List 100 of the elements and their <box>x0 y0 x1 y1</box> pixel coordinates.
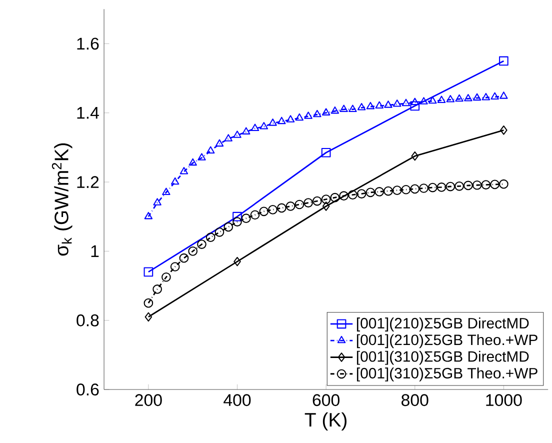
point <box>162 188 170 195</box>
legend-label: [001](310)Σ5GB DirectMD <box>356 350 529 365</box>
point <box>322 202 330 211</box>
point <box>268 118 277 126</box>
point <box>428 182 438 192</box>
point <box>446 182 456 192</box>
point <box>490 92 499 100</box>
point <box>410 101 420 111</box>
point <box>144 312 152 322</box>
point <box>436 182 446 192</box>
point <box>144 298 154 308</box>
point <box>260 122 268 130</box>
x-tick-label: 600 <box>312 394 340 406</box>
point <box>454 181 464 191</box>
point <box>402 98 410 106</box>
point <box>446 94 455 102</box>
point <box>384 186 393 196</box>
point <box>401 184 411 194</box>
point <box>162 272 171 282</box>
point <box>241 214 251 223</box>
point <box>348 104 357 112</box>
point <box>206 146 215 154</box>
point <box>278 116 286 124</box>
point <box>482 92 490 100</box>
x-tick-label: 400 <box>224 394 251 406</box>
point <box>392 186 402 195</box>
point <box>322 108 330 116</box>
point <box>499 56 508 66</box>
point <box>500 92 508 99</box>
point <box>313 110 322 118</box>
point <box>357 102 366 110</box>
point <box>179 253 189 263</box>
x-tick-label: 200 <box>135 394 162 406</box>
legend-label: [001](210)Σ5GB DirectMD <box>356 317 529 332</box>
point <box>250 210 260 220</box>
point <box>233 130 242 138</box>
point <box>339 191 348 200</box>
y-tick-label: 0.8 <box>76 314 99 326</box>
point <box>214 227 224 237</box>
point <box>490 180 500 190</box>
point <box>455 94 464 102</box>
point <box>232 217 242 226</box>
point <box>242 127 250 134</box>
y-tick-label: 1 <box>91 245 99 257</box>
y-tick-label: 1.4 <box>77 107 99 119</box>
point <box>276 203 286 213</box>
point <box>340 104 348 112</box>
point <box>410 184 420 194</box>
point <box>188 246 198 256</box>
x-tick-label: 1000 <box>486 394 522 406</box>
point <box>294 200 304 210</box>
point <box>499 179 508 189</box>
point <box>152 284 162 294</box>
point <box>206 232 216 242</box>
point <box>180 166 188 174</box>
point <box>330 192 340 202</box>
point <box>464 94 472 102</box>
point <box>295 113 304 121</box>
point <box>472 180 482 190</box>
point <box>463 180 473 190</box>
point <box>356 189 366 198</box>
y-axis-title: σ$_{k}$ (GW/m$^{2}$K) <box>52 143 72 256</box>
point <box>375 101 384 108</box>
point <box>481 180 491 190</box>
legend-label: [001](310)Σ5GB Theo.+WP <box>356 367 538 382</box>
x-axis-title: T (K) <box>304 412 346 430</box>
y-tick-label: 0.6 <box>76 384 99 396</box>
point <box>250 124 260 131</box>
point <box>259 206 269 216</box>
point <box>428 96 437 104</box>
point <box>232 212 242 222</box>
point <box>144 267 154 277</box>
point <box>304 198 313 208</box>
point <box>153 198 162 206</box>
point <box>374 186 384 196</box>
point <box>188 158 197 166</box>
point <box>234 256 241 266</box>
point <box>198 153 206 160</box>
y-tick-label: 1.2 <box>77 176 99 188</box>
x-tick-label: 800 <box>402 394 428 406</box>
point <box>268 204 278 214</box>
point <box>411 151 419 161</box>
point <box>321 148 331 158</box>
point <box>224 134 232 142</box>
point <box>170 177 180 185</box>
legend-label: [001](210)Σ5GB Theo.+WP <box>356 334 538 348</box>
point <box>392 99 402 107</box>
point <box>144 212 153 220</box>
point <box>330 106 340 114</box>
point <box>170 262 180 272</box>
point <box>419 184 428 193</box>
point <box>348 190 358 200</box>
point <box>224 222 234 232</box>
point <box>215 139 224 147</box>
point <box>197 240 206 249</box>
point <box>286 202 296 211</box>
point <box>366 188 376 198</box>
point <box>420 97 428 104</box>
point <box>366 102 375 110</box>
point <box>500 125 508 135</box>
